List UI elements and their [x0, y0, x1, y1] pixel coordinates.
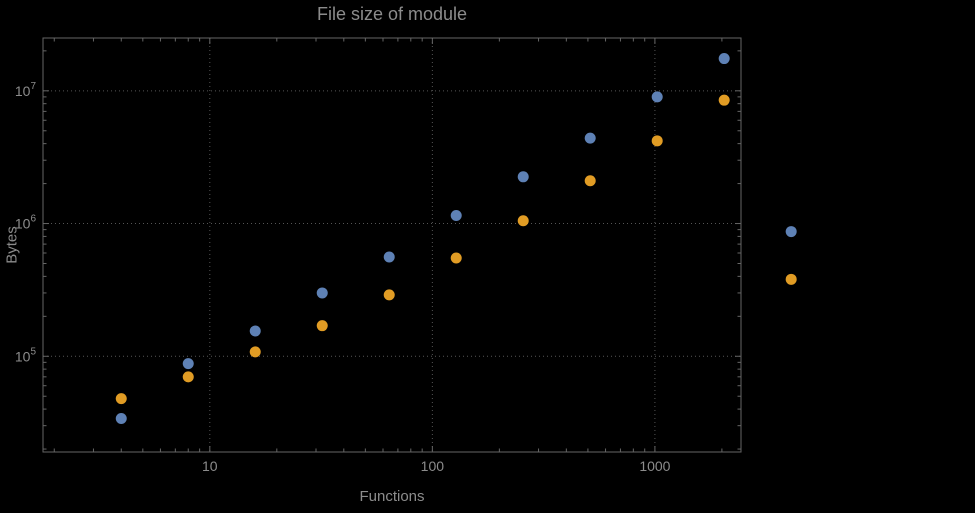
data-point	[450, 209, 462, 221]
y-tick-label: 105	[15, 346, 37, 364]
data-point	[718, 94, 730, 106]
chart-title: File size of module	[316, 4, 468, 24]
data-point	[115, 412, 127, 424]
x-tick-label: 100	[421, 458, 445, 474]
data-point	[651, 135, 663, 147]
data-point	[182, 358, 194, 370]
plot-frame	[42, 37, 742, 453]
data-point	[785, 226, 797, 238]
data-point	[249, 325, 261, 337]
y-tick-label: 106	[15, 214, 37, 232]
data-point	[182, 371, 194, 383]
data-point	[517, 215, 529, 227]
data-point	[517, 171, 529, 183]
data-point	[785, 273, 797, 285]
x-axis-label: Functions	[359, 488, 425, 505]
data-point	[316, 320, 328, 332]
data-point	[718, 53, 730, 65]
data-point	[651, 91, 663, 103]
data-point	[249, 346, 261, 358]
data-point	[584, 132, 596, 144]
data-point	[450, 252, 462, 264]
x-tick-label: 1000	[639, 458, 670, 474]
y-axis-label: Bytes	[3, 226, 21, 264]
data-point	[584, 175, 596, 187]
x-tick-label: 10	[202, 458, 218, 474]
data-point	[383, 251, 395, 263]
data-point	[383, 289, 395, 301]
y-tick-label: 107	[15, 81, 37, 99]
data-point	[316, 287, 328, 299]
data-point	[115, 393, 127, 405]
